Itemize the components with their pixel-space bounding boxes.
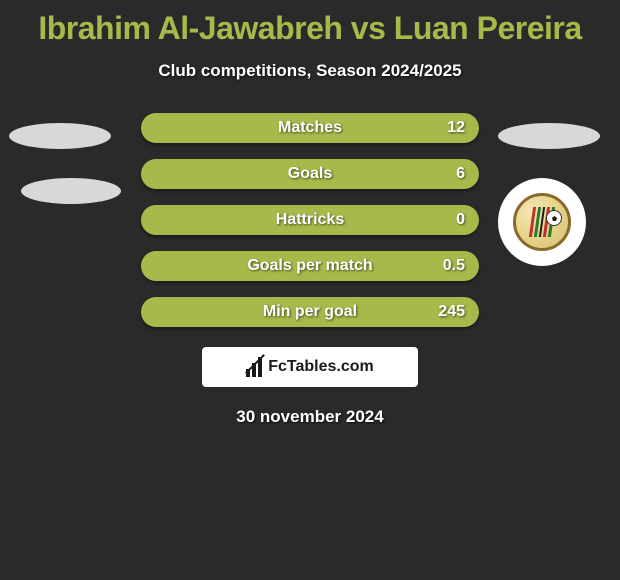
stat-bar-hattricks: Hattricks 0 bbox=[141, 205, 479, 235]
fctables-attribution[interactable]: FcTables.com bbox=[202, 347, 418, 387]
player2-placeholder-ellipse bbox=[498, 123, 600, 149]
player1-placeholder-ellipse-1 bbox=[9, 123, 111, 149]
subtitle: Club competitions, Season 2024/2025 bbox=[0, 61, 620, 81]
stat-bar-goals: Goals 6 bbox=[141, 159, 479, 189]
stat-value: 245 bbox=[438, 303, 465, 321]
stat-bar-matches: Matches 12 bbox=[141, 113, 479, 143]
stat-value: 6 bbox=[456, 165, 465, 183]
stat-bar-goals-per-match: Goals per match 0.5 bbox=[141, 251, 479, 281]
soccer-ball-icon bbox=[546, 210, 562, 226]
club-badge-inner bbox=[513, 193, 571, 251]
stat-value: 0.5 bbox=[443, 257, 465, 275]
stat-label: Matches bbox=[278, 119, 342, 137]
player1-placeholder-ellipse-2 bbox=[21, 178, 121, 204]
stat-label: Hattricks bbox=[276, 211, 344, 229]
stat-value: 12 bbox=[447, 119, 465, 137]
stat-label: Goals bbox=[288, 165, 332, 183]
date-label: 30 november 2024 bbox=[0, 407, 620, 427]
bar-chart-icon bbox=[246, 357, 262, 377]
stat-label: Min per goal bbox=[263, 303, 357, 321]
page-title: Ibrahim Al-Jawabreh vs Luan Pereira bbox=[0, 0, 620, 47]
fctables-label: FcTables.com bbox=[268, 358, 374, 376]
stat-label: Goals per match bbox=[247, 257, 372, 275]
club-badge bbox=[498, 178, 586, 266]
stat-value: 0 bbox=[456, 211, 465, 229]
stat-bar-min-per-goal: Min per goal 245 bbox=[141, 297, 479, 327]
